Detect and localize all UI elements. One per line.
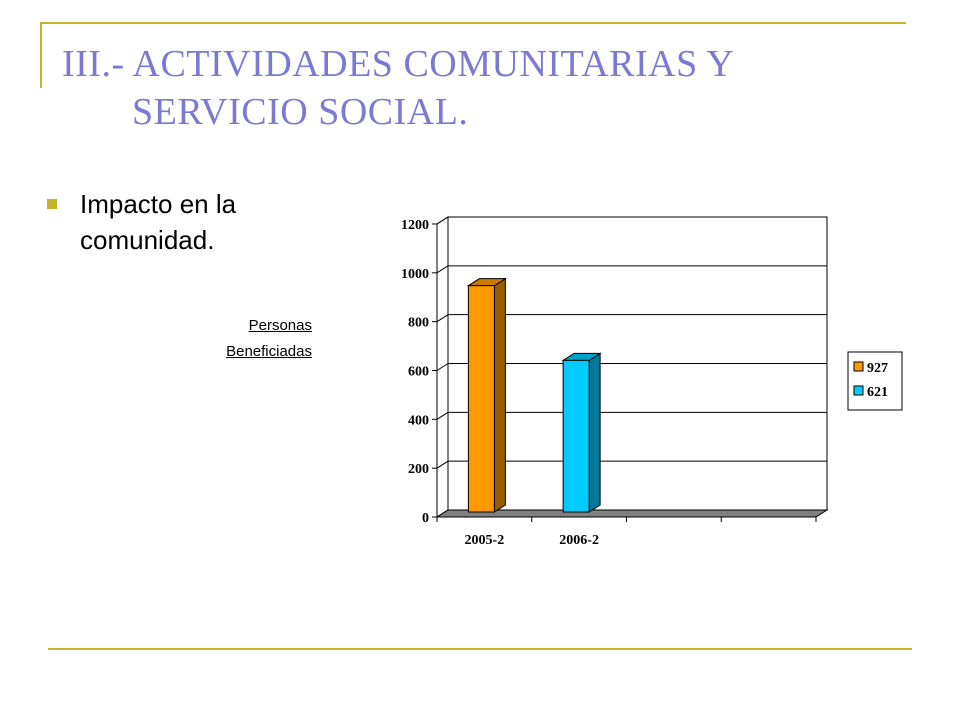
- bar-front: [467, 285, 495, 513]
- legend-label: 927: [867, 361, 888, 376]
- x-tick-label: 2005-2: [465, 533, 505, 548]
- y-tick-label: 1000: [401, 267, 429, 282]
- bar-side: [588, 352, 601, 513]
- title-line-1: III.- ACTIVIDADES COMUNITARIAS Y: [62, 43, 735, 85]
- chart-side-note: Personas Beneficiadas: [180, 313, 312, 365]
- x-tick-label: 2006-2: [559, 533, 599, 548]
- y-tick-label: 0: [422, 511, 429, 526]
- bar-front: [562, 359, 590, 513]
- bar-2005-2: [466, 277, 508, 513]
- bullet-square-icon: [47, 199, 57, 209]
- side-gridline: [436, 314, 449, 323]
- left-accent-rule: [40, 22, 42, 88]
- bars-group: [466, 277, 602, 513]
- title-line-2: SERVICIO SOCIAL.: [132, 91, 469, 133]
- legend-swatch: [853, 361, 864, 372]
- side-gridline: [436, 265, 449, 274]
- legend: 927 621: [847, 351, 903, 411]
- side-gridline: [436, 460, 449, 469]
- note-line-1: Personas: [248, 317, 312, 334]
- y-tick-label: 600: [408, 365, 429, 380]
- note-line-2: Beneficiadas: [226, 343, 312, 360]
- bottom-accent-rule: [48, 648, 912, 650]
- top-accent-rule: [40, 22, 906, 24]
- bullet-text: Impacto en la comunidad.: [80, 189, 237, 255]
- bar-2006-2: [561, 352, 602, 513]
- slide-title: III.- ACTIVIDADES COMUNITARIAS Y SERVICI…: [62, 40, 902, 136]
- bar-side: [493, 277, 506, 513]
- y-tick-label: 800: [408, 316, 429, 331]
- plot-area: 0 200 400 600 800 1000 1200 2005-2 2006-2: [401, 216, 829, 548]
- y-tick-label: 1200: [401, 218, 429, 233]
- y-tick-label: 200: [408, 462, 429, 477]
- side-gridline: [436, 363, 449, 371]
- legend-swatch: [853, 385, 864, 396]
- y-tick-label: 400: [408, 413, 429, 428]
- side-gridline: [436, 411, 449, 420]
- side-gridline: [436, 216, 449, 225]
- legend-label: 621: [867, 385, 888, 400]
- bar-chart: 0 200 400 600 800 1000 1200 2005-2 2006-2 927 621: [401, 216, 903, 548]
